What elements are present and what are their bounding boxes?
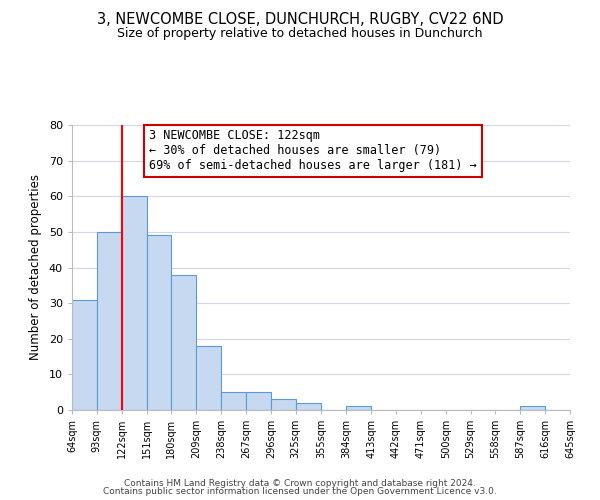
Bar	[346, 406, 371, 410]
Bar	[221, 392, 246, 410]
Bar	[296, 403, 322, 410]
Text: Contains HM Land Registry data © Crown copyright and database right 2024.: Contains HM Land Registry data © Crown c…	[124, 478, 476, 488]
Bar	[146, 236, 172, 410]
Text: Contains public sector information licensed under the Open Government Licence v3: Contains public sector information licen…	[103, 487, 497, 496]
Bar	[271, 400, 296, 410]
Text: 3, NEWCOMBE CLOSE, DUNCHURCH, RUGBY, CV22 6ND: 3, NEWCOMBE CLOSE, DUNCHURCH, RUGBY, CV2…	[97, 12, 503, 28]
Bar	[520, 406, 545, 410]
Bar	[97, 232, 122, 410]
Text: 3 NEWCOMBE CLOSE: 122sqm
← 30% of detached houses are smaller (79)
69% of semi-d: 3 NEWCOMBE CLOSE: 122sqm ← 30% of detach…	[149, 130, 477, 172]
Y-axis label: Number of detached properties: Number of detached properties	[29, 174, 42, 360]
Bar	[172, 274, 196, 410]
Bar	[196, 346, 221, 410]
Bar	[122, 196, 146, 410]
Bar	[246, 392, 271, 410]
Bar	[72, 300, 97, 410]
Text: Size of property relative to detached houses in Dunchurch: Size of property relative to detached ho…	[117, 28, 483, 40]
